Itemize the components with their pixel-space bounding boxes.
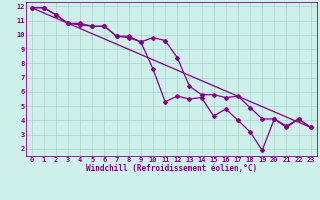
X-axis label: Windchill (Refroidissement éolien,°C): Windchill (Refroidissement éolien,°C) xyxy=(86,164,257,173)
